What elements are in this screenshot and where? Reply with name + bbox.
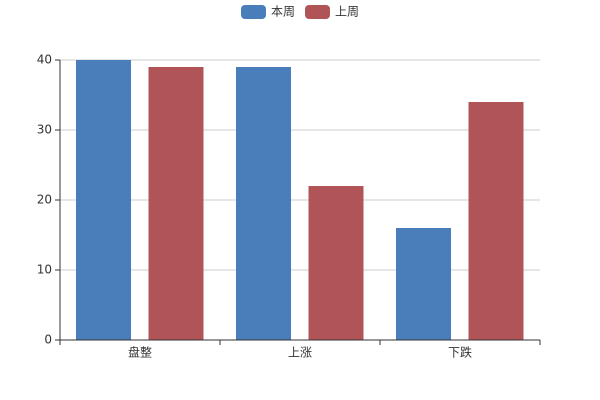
x-tick-label: 下跌 (448, 345, 472, 360)
bar (76, 60, 131, 340)
bar (148, 67, 204, 340)
legend-label: 本周 (271, 5, 295, 19)
bar (396, 228, 451, 340)
bar (236, 67, 291, 340)
bar (468, 102, 524, 340)
legend-label: 上周 (335, 5, 359, 19)
y-tick-label: 0 (44, 333, 52, 347)
y-tick-label: 40 (37, 53, 52, 67)
y-tick-label: 30 (37, 123, 52, 137)
bar (308, 186, 364, 340)
x-tick-label: 上涨 (288, 345, 312, 360)
y-tick-label: 10 (37, 263, 52, 277)
x-tick-label: 盘整 (128, 345, 152, 360)
legend-swatch (241, 5, 266, 19)
y-tick-label: 20 (37, 193, 52, 207)
legend-swatch (305, 5, 330, 19)
